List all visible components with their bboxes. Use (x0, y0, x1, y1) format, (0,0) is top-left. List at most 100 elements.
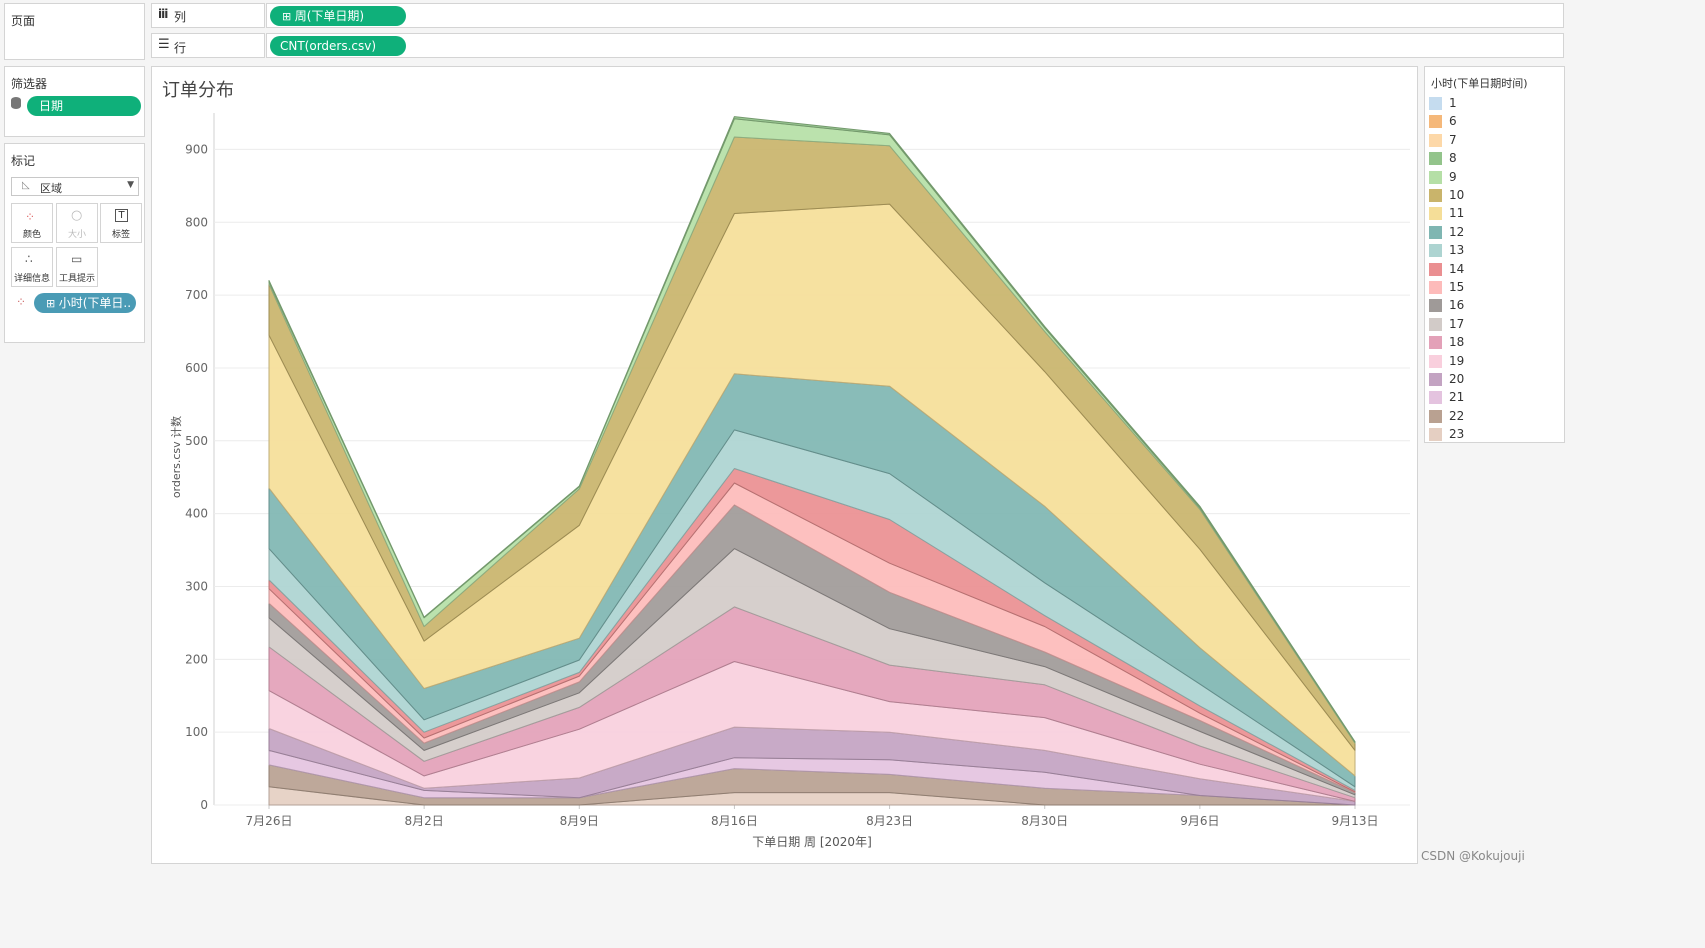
area-chart-icon: ◺ (22, 180, 30, 191)
legend-label: 15 (1449, 280, 1465, 294)
color-field-icon: ⁘ (16, 295, 27, 309)
filter-pill-label: 日期 (39, 99, 64, 113)
detail-button[interactable]: ∴ 详细信息 (11, 247, 53, 287)
marks-title: 标记 (11, 154, 36, 168)
size-button-label: 大小 (67, 230, 86, 240)
y-tick-label: 300 (185, 579, 208, 593)
legend-label: 23 (1449, 427, 1465, 442)
tooltip-button[interactable]: ▭ 工具提示 (56, 247, 98, 287)
pages-shelf-label: 页面 (11, 14, 36, 28)
legend-swatch (1429, 97, 1442, 110)
color-dots-icon: ⁘ (25, 210, 36, 224)
columns-pill-label: 周(下单日期) (294, 9, 365, 23)
y-tick-label: 800 (185, 215, 208, 229)
y-tick-label: 700 (185, 288, 208, 302)
legend-swatch (1429, 225, 1442, 239)
legend-label: 7 (1449, 132, 1457, 147)
rows-shelf[interactable]: CNT(orders.csv) (266, 33, 1564, 58)
legend-swatch (1429, 354, 1442, 368)
legend-label: 18 (1449, 335, 1465, 350)
legend-swatch (1429, 262, 1442, 276)
color-legend: 小时(下单日期时间) 1 6 7 8 9 10 11 12 13 14 15 16 17 18 19 20 21… (1424, 66, 1565, 443)
legend-swatch (1429, 115, 1442, 129)
legend-label: 1 (1449, 96, 1457, 110)
size-button[interactable]: ○ 大小 (56, 203, 98, 243)
y-tick-label: 900 (185, 142, 208, 156)
watermark: CSDN @Kokujouji (1421, 849, 1525, 863)
filter-pill-date[interactable]: 日期 (27, 96, 141, 116)
legend-label: 10 (1449, 188, 1465, 202)
y-tick-label: 0 (200, 798, 208, 812)
chart-title: 订单分布 (162, 80, 234, 101)
columns-shelf-label-box: iii 列 (151, 3, 265, 28)
y-tick-label: 200 (185, 652, 208, 666)
detail-dots-icon: ∴ (25, 252, 33, 266)
area-series-8 (268, 116, 1356, 743)
y-tick-label: 400 (185, 507, 208, 521)
legend-label: 22 (1449, 408, 1465, 423)
y-tick-label: 100 (185, 725, 208, 739)
columns-icon: iii (158, 7, 168, 21)
x-tick-label: 8月2日 (405, 814, 444, 828)
color-button-label: 颜色 (22, 230, 41, 240)
legend-title: 小时(下单日期时间) (1431, 77, 1528, 90)
label-button[interactable]: T 标签 (100, 203, 142, 243)
legend-swatch (1429, 189, 1442, 202)
legend-label: 16 (1449, 298, 1465, 313)
filters-title: 筛选器 (11, 77, 48, 91)
rows-icon: ☰ (158, 37, 170, 52)
detail-button-label: 详细信息 (13, 274, 50, 284)
legend-swatch (1429, 299, 1442, 313)
rows-pill[interactable]: CNT(orders.csv) (270, 36, 406, 56)
legend-swatch (1429, 244, 1442, 258)
y-axis-label: orders.csv 计数 (170, 416, 183, 498)
marks-card: 标记 ◺ 区域 ▼ ⁘ 颜色 ○ 大小 T 标签 ∴ 详细信息 ▭ 工具提示 ⁘… (4, 143, 145, 343)
color-button[interactable]: ⁘ 颜色 (11, 203, 53, 243)
x-tick-label: 9月13日 (1332, 814, 1379, 828)
legend-label: 19 (1449, 353, 1465, 368)
chart-panel: 订单分布 0 100 200 300 400 500 600 700 800 900 7月26日 8月… (151, 66, 1418, 864)
x-tick-label: 9月6日 (1180, 814, 1219, 828)
text-label-icon: T (115, 209, 128, 222)
legend-label: 12 (1449, 224, 1465, 239)
legend-label: 14 (1449, 261, 1465, 276)
legend-label: 9 (1449, 169, 1457, 184)
color-field-pill[interactable]: ⊞ 小时(下单日.. (34, 293, 136, 313)
legend-swatch (1429, 170, 1442, 184)
tooltip-button-label: 工具提示 (58, 274, 95, 284)
x-tick-label: 8月9日 (560, 814, 599, 828)
tooltip-icon: ▭ (71, 252, 83, 266)
pages-shelf[interactable]: 页面 (4, 3, 145, 60)
database-icon (11, 97, 21, 109)
legend-swatch (1429, 317, 1442, 331)
x-tick-label: 8月16日 (711, 814, 758, 828)
legend-label: 11 (1449, 206, 1465, 221)
mark-type-dropdown[interactable]: ◺ 区域 ▼ (11, 177, 139, 196)
rows-pill-label: CNT(orders.csv) (280, 39, 377, 53)
legend-swatch (1429, 336, 1442, 350)
legend-swatch (1429, 281, 1442, 294)
legend-swatch (1429, 373, 1442, 386)
x-tick-label: 7月26日 (246, 814, 293, 828)
x-tick-label: 8月30日 (1021, 814, 1068, 828)
rows-shelf-label: 行 (174, 41, 187, 55)
plus-box-icon: ⊞ (46, 297, 59, 310)
area-chart: 订单分布 0 100 200 300 400 500 600 700 800 900 7月26日 8月… (162, 80, 1410, 849)
legend-swatch (1429, 152, 1442, 166)
legend-swatch (1429, 391, 1442, 405)
y-tick-label: 600 (185, 361, 208, 375)
color-field-pill-label: 小时(下单日.. (58, 296, 132, 310)
rows-shelf-label-box: ☰ 行 (151, 33, 265, 58)
legend-label: 21 (1449, 390, 1465, 405)
label-button-label: 标签 (111, 230, 130, 240)
columns-shelf[interactable]: ⊞ 周(下单日期) (266, 3, 1564, 28)
legend-label: 20 (1449, 372, 1465, 386)
legend-swatch (1429, 428, 1442, 442)
x-tick-label: 8月23日 (866, 814, 913, 828)
x-axis-label: 下单日期 周 [2020年] (752, 835, 872, 849)
legend-label: 6 (1449, 114, 1457, 129)
legend-label: 8 (1449, 151, 1457, 166)
columns-pill[interactable]: ⊞ 周(下单日期) (270, 6, 406, 26)
chevron-down-icon[interactable]: ▼ (127, 180, 134, 190)
legend-swatch (1429, 207, 1442, 221)
